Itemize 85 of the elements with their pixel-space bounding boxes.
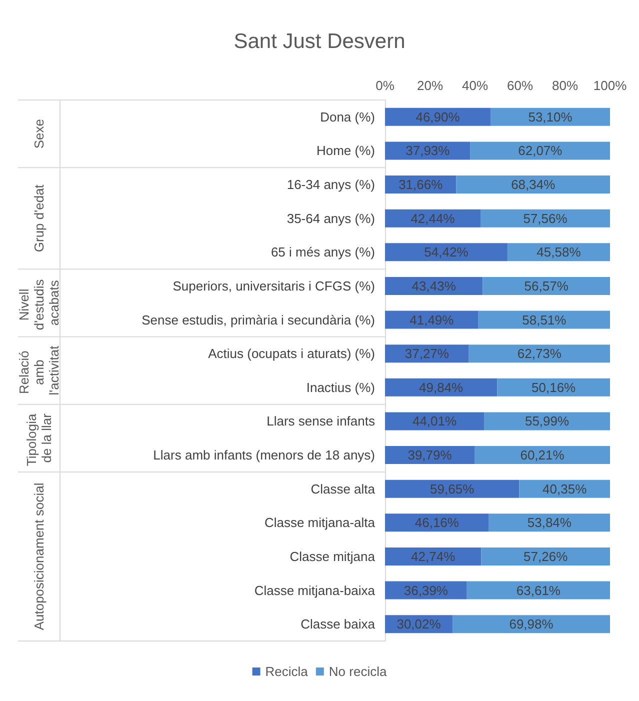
y-tick-label: 16-34 anys (%) xyxy=(286,177,375,192)
data-label: 39,79% xyxy=(408,448,452,463)
y-tick-label: Dona (%) xyxy=(320,109,375,124)
legend-label: No recicla xyxy=(328,664,388,679)
legend-label: Recicla xyxy=(265,664,309,679)
data-label: 60,21% xyxy=(520,448,565,463)
data-label: 45,58% xyxy=(536,244,582,260)
text: Grup d'edat xyxy=(32,184,46,252)
y-tick-label: Superiors, universitaris i CFGS (%) xyxy=(172,278,375,294)
data-label: 43,43% xyxy=(412,278,456,294)
y-tick-label: Inactius (%) xyxy=(306,380,375,395)
data-label: 31,66% xyxy=(398,177,444,192)
bar xyxy=(490,108,610,126)
data-label: 55,99% xyxy=(524,414,570,429)
x-tick-label: 0% xyxy=(376,78,395,93)
data-label: 42,44% xyxy=(410,210,456,226)
data-label: 68,34% xyxy=(511,177,556,192)
y-tick-label: Classe mitjana-baixa xyxy=(254,582,376,598)
bar xyxy=(497,378,610,396)
text: Relació amb l'activitat xyxy=(16,345,62,396)
data-label: 53,84% xyxy=(527,515,572,530)
x-tick-label: 40% xyxy=(462,78,488,93)
chart-title: Sant Just Desvern xyxy=(234,30,406,53)
y-tick-label: Classe mitjana xyxy=(290,548,376,564)
bar xyxy=(480,209,610,228)
bar xyxy=(385,209,480,228)
data-label: 62,07% xyxy=(518,143,563,158)
bar xyxy=(385,243,508,262)
y-tick-label: Classe baixa xyxy=(300,616,376,632)
y-tick-label: Llars sense infants xyxy=(266,414,376,429)
data-label: 56,57% xyxy=(524,278,569,294)
data-label: 44,01% xyxy=(412,414,457,429)
data-label: 30,02% xyxy=(396,616,442,632)
bar xyxy=(456,176,610,194)
y-tick-label: Llars amb infants (menors de 18 anys) xyxy=(153,448,375,463)
x-tick-label: 100% xyxy=(593,78,628,93)
data-label: 58,51% xyxy=(522,312,567,328)
data-label: 37,27% xyxy=(404,346,450,362)
bar xyxy=(484,412,610,430)
data-label: 59,65% xyxy=(430,481,475,496)
x-tick-label: 20% xyxy=(416,78,444,93)
x-tick-label: 60% xyxy=(506,78,534,93)
data-label: 54,42% xyxy=(424,244,469,260)
data-label: 40,35% xyxy=(542,481,588,496)
bar xyxy=(385,310,478,329)
text: Nivell d'estudis acabats xyxy=(16,276,62,330)
y-tick-label: Home (%) xyxy=(316,143,375,158)
bar xyxy=(385,378,498,396)
bar xyxy=(468,344,610,363)
text: Autoposicionament social xyxy=(32,482,46,630)
bar xyxy=(466,581,610,600)
data-label: 57,26% xyxy=(524,548,568,564)
text: Sexe xyxy=(32,118,46,149)
y-tick-label: 35-64 anys (%) xyxy=(286,210,375,226)
bar xyxy=(481,547,610,566)
x-tick-label: 80% xyxy=(552,78,578,93)
data-label: 46,16% xyxy=(414,515,460,530)
data-label: 41,49% xyxy=(410,312,454,328)
data-label: 57,56% xyxy=(523,210,568,226)
y-tick-label: 65 i més anys (%) xyxy=(270,244,375,260)
data-label: 37,93% xyxy=(406,143,450,158)
bar xyxy=(470,142,610,160)
data-label: 53,10% xyxy=(528,109,573,124)
data-label: 46,90% xyxy=(416,109,460,124)
data-label: 62,73% xyxy=(517,346,562,362)
data-label: 69,98% xyxy=(509,616,554,632)
bar xyxy=(488,514,610,532)
data-label: 42,74% xyxy=(411,548,456,564)
y-tick-label: Classe mitjana-alta xyxy=(264,515,376,530)
y-tick-label: Actius (ocupats i aturats) (%) xyxy=(208,346,375,362)
data-label: 63,61% xyxy=(516,582,561,598)
bar xyxy=(478,310,610,329)
data-label: 50,16% xyxy=(532,380,576,395)
bar xyxy=(474,446,610,464)
bar xyxy=(385,547,482,566)
text: Tipologia de la llar xyxy=(24,410,54,466)
y-tick-label: Classe alta xyxy=(310,481,376,496)
y-tick-label: Sense estudis, primària i secundària (%) xyxy=(142,312,375,328)
bar xyxy=(385,412,484,430)
data-label: 36,39% xyxy=(404,582,448,598)
bar xyxy=(385,514,489,532)
bar xyxy=(482,276,610,295)
bar xyxy=(452,615,610,634)
bar xyxy=(385,480,520,498)
data-label: 49,84% xyxy=(419,380,464,395)
